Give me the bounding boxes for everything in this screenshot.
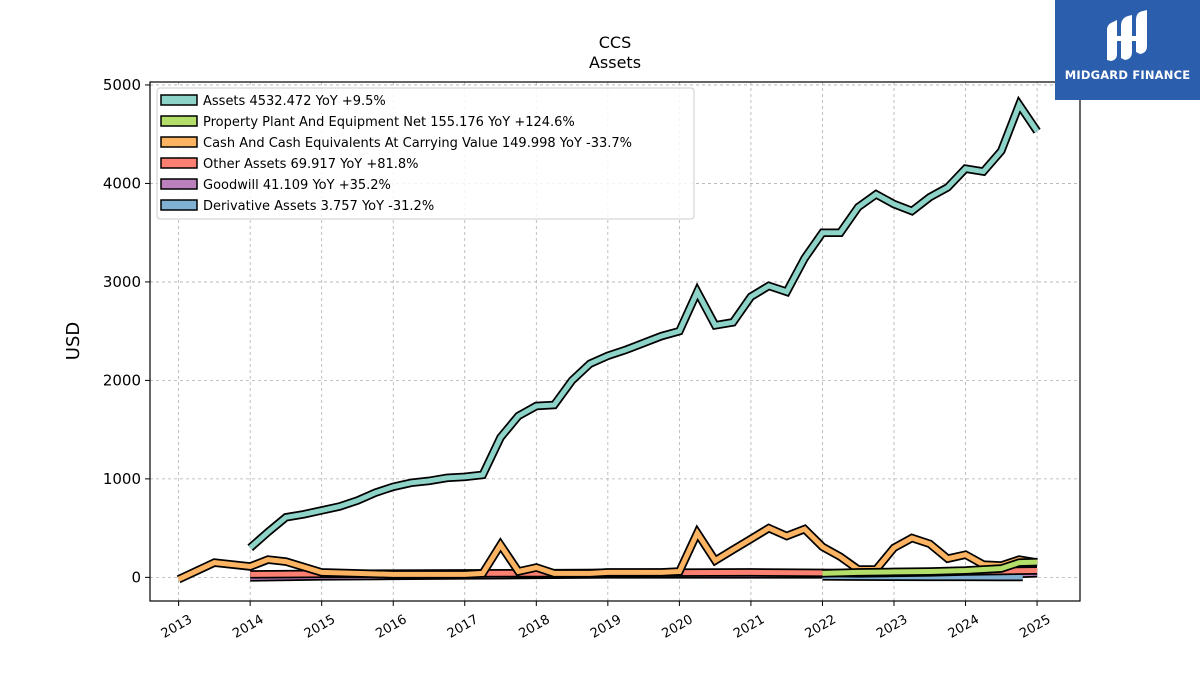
y-tick-label: 4000 [103, 174, 141, 192]
legend: Assets 4532.472 YoY +9.5% Property Plant … [156, 87, 695, 220]
y-tick-label: 3000 [103, 273, 141, 291]
plot-frame [149, 81, 1081, 602]
series-line [248, 99, 1040, 550]
y-tick-label: 1000 [103, 470, 141, 488]
series-property-plant-and-equipment-net [822, 557, 1038, 578]
y-tick-label: 5000 [103, 76, 141, 94]
legend-entry: Derivative Assets 3.757 YoY -31.2% [203, 199, 434, 214]
series-cash-and-cash-equivalents-at-carrying-value [176, 523, 1038, 584]
legend-swatch [160, 94, 198, 106]
y-tick-label: 0 [131, 568, 141, 586]
legend-entry: Goodwill 41.109 YoY +35.2% [203, 178, 391, 193]
legend-swatch [160, 178, 198, 190]
series-assets [247, 95, 1041, 551]
chart-subtitle: Assets [589, 53, 641, 72]
legend-swatch [160, 199, 198, 211]
legend-entry: Property Plant And Equipment Net 155.176… [203, 115, 575, 130]
legend-swatch [160, 115, 198, 127]
series-line [177, 525, 1038, 582]
legend-entry: Assets 4532.472 YoY +9.5% [203, 94, 386, 109]
legend-box [156, 87, 695, 220]
legend-swatch [160, 136, 198, 148]
brand-name: MIDGARD FINANCE [1064, 68, 1191, 82]
chart-title: CCS [599, 33, 632, 52]
y-axis-label: USD [63, 322, 84, 360]
midgard-logo-icon [1107, 10, 1147, 61]
series-layer [176, 95, 1041, 584]
y-tick-label: 2000 [103, 371, 141, 389]
legend-entry: Other Assets 69.917 YoY +81.8% [203, 157, 419, 172]
legend-entry: Cash And Cash Equivalents At Carrying Va… [203, 136, 632, 151]
series-line [822, 559, 1038, 576]
brand-logo: MIDGARD FINANCE [1055, 0, 1200, 100]
legend-swatch [160, 157, 198, 169]
